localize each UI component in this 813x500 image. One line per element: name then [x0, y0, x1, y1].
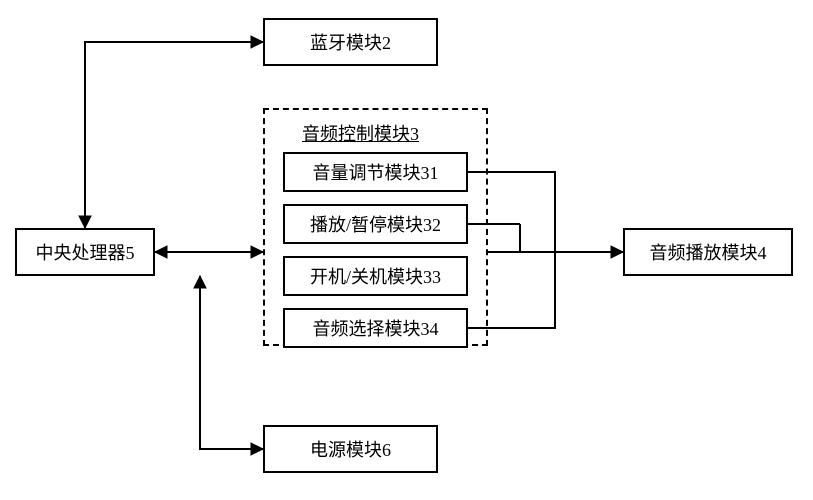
- arrow-cpu-audioctrl-left: [155, 246, 167, 258]
- arrow-audioplay-right: [611, 246, 623, 258]
- arrow-cpu-audioctrl-right: [251, 246, 263, 258]
- arrow-cpu-power-up: [194, 276, 206, 288]
- cpu-label: 中央处理器5: [36, 239, 135, 265]
- power-label: 电源模块6: [310, 436, 391, 462]
- power-onoff-node: 开机/关机模块33: [283, 256, 468, 296]
- audio-play-node: 音频播放模块4: [623, 228, 793, 276]
- volume-label: 音量调节模块31: [313, 159, 439, 185]
- play-pause-label: 播放/暂停模块32: [310, 211, 441, 237]
- bluetooth-label: 蓝牙模块2: [310, 29, 391, 55]
- cpu-node: 中央处理器5: [15, 228, 155, 276]
- audio-ctrl-title: 音频控制模块3: [302, 120, 419, 146]
- bluetooth-node: 蓝牙模块2: [263, 18, 438, 66]
- edge-cpu-bt: [85, 42, 263, 228]
- arrow-cpu-bt-down: [79, 216, 91, 228]
- volume-node: 音量调节模块31: [283, 152, 468, 192]
- power-onoff-label: 开机/关机模块33: [310, 263, 441, 289]
- audio-select-label: 音频选择模块34: [313, 315, 439, 341]
- arrow-cpu-bt-right: [251, 36, 263, 48]
- play-pause-node: 播放/暂停模块32: [283, 204, 468, 244]
- edge-cpu-power: [200, 276, 263, 449]
- arrow-cpu-power-right: [251, 443, 263, 455]
- audio-select-node: 音频选择模块34: [283, 308, 468, 348]
- power-node: 电源模块6: [263, 425, 438, 473]
- audio-play-label: 音频播放模块4: [650, 239, 767, 265]
